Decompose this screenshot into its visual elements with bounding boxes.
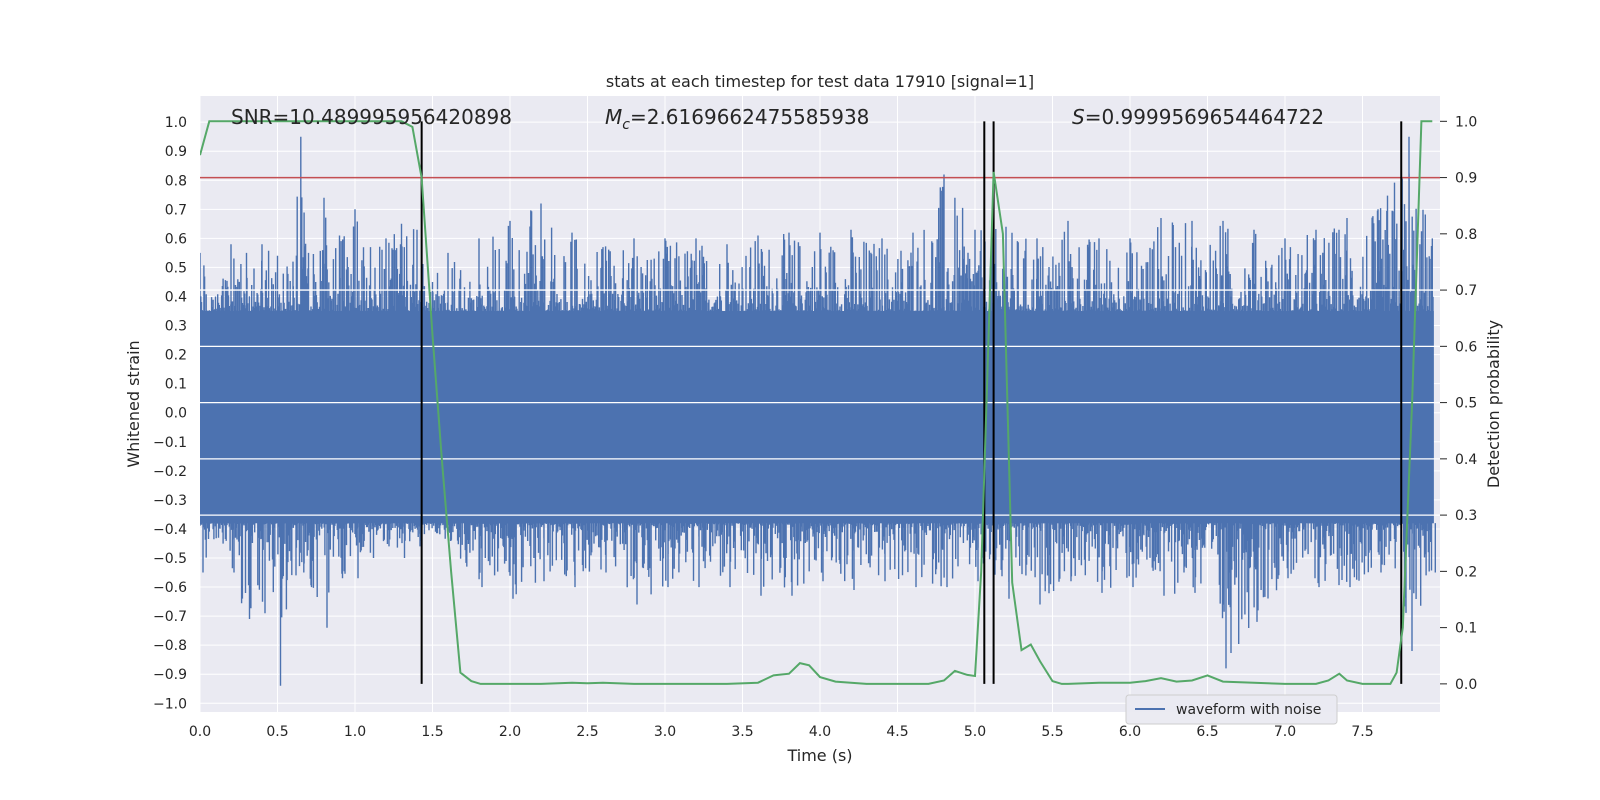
x-tick-label: 1.0 [344,724,366,740]
left-tick-label: 0.2 [165,348,187,364]
y-axis-label-left: Whitened strain [124,340,143,467]
snr-annotation: SNR=10.489995956420898 [231,105,512,129]
left-tick-label: 0.1 [165,377,187,393]
right-tick-label: 0.0 [1455,677,1477,693]
vertical-markers [420,121,1403,684]
chirp-mass-value: =2.6169662475585938 [630,105,869,129]
x-tick-label: 7.5 [1351,724,1373,740]
legend-entry: waveform with noise [1176,702,1321,718]
y-axis-label-right: Detection probability [1484,320,1503,488]
x-tick-label: 7.0 [1274,724,1296,740]
right-tick-label: 0.5 [1455,396,1477,412]
legend-box [1125,694,1338,725]
left-tick-label: 0.4 [165,289,187,305]
right-tick-label: 0.4 [1455,452,1477,468]
left-tick-label: 0.0 [165,406,187,422]
s-value: =0.9999569654464722 [1085,105,1324,129]
x-axis-label: Time (s) [786,746,852,765]
detection-probability-series [200,120,1433,685]
left-tick-label: −0.8 [153,638,187,654]
waveform-spikes [200,136,1436,686]
x-tick-label: 0.5 [266,724,288,740]
left-tick-label: 0.5 [165,260,187,276]
x-tick-label: 4.0 [809,724,831,740]
x-tick-label: 3.0 [654,724,676,740]
x-tick-label: 3.5 [731,724,753,740]
right-tick-label: 0.6 [1455,339,1477,355]
right-tick-label: 1.0 [1455,114,1477,130]
chart-title: stats at each timestep for test data 179… [606,72,1034,91]
left-tick-label: −0.1 [153,435,187,451]
x-tick-label: 0.0 [189,724,211,740]
left-tick-label: 0.7 [165,202,187,218]
left-tick-label: 1.0 [165,115,187,131]
right-tick-label: 0.8 [1455,227,1477,243]
x-tick-label: 6.5 [1196,724,1218,740]
chirp-mass-symbol: M [605,105,622,129]
left-tick-label: 0.8 [165,173,187,189]
x-tick-label: 2.0 [499,724,521,740]
x-tick-label: 5.5 [1041,724,1063,740]
chirp-mass-subscript: c [622,117,630,133]
legend: waveform with noise [1125,694,1338,725]
left-tick-label: 0.6 [165,231,187,247]
s-symbol: S [1072,105,1085,129]
left-tick-label: −0.4 [153,522,187,538]
left-tick-label: −1.0 [153,696,187,712]
left-tick-label: −0.9 [153,667,187,683]
left-tick-label: 0.3 [165,319,187,335]
x-tick-label: 5.0 [964,724,986,740]
left-tick-label: −0.2 [153,464,187,480]
x-tick-label: 6.0 [1119,724,1141,740]
chirp-mass-annotation: Mc=2.6169662475585938 [605,105,869,133]
left-axis-ticks: 1.0 0.9 0.8 0.7 0.6 0.5 0.4 0.3 0.2 0.1 0.0 −0.1 −0.… [153,115,187,712]
right-tick-label: 0.2 [1455,564,1477,580]
x-axis-ticks: 0.0 0.5 1.0 1.5 2.0 2.5 3.0 3.5 4.0 4.5 5.0 5.5 6.0 6… [189,724,1374,740]
x-tick-label: 1.5 [421,724,443,740]
x-tick-label: 2.5 [576,724,598,740]
right-tick-label: 0.3 [1455,508,1477,524]
left-tick-label: 0.9 [165,144,187,160]
right-tick-label: 0.9 [1455,171,1477,187]
right-axis-ticks: 1.0 0.9 0.8 0.7 0.6 0.5 0.4 0.3 0.2 0.1 0.0 [1440,114,1477,693]
right-tick-label: 0.1 [1455,621,1477,637]
white-reference-lines [200,289,1440,516]
x-tick-label: 4.5 [886,724,908,740]
left-tick-label: −0.3 [153,493,187,509]
right-tick-label: 0.7 [1455,283,1477,299]
left-tick-label: −0.6 [153,580,187,596]
left-tick-label: −0.7 [153,609,187,625]
probability-line [200,120,1433,685]
s-annotation: S=0.9999569654464722 [1072,105,1324,129]
left-tick-label: −0.5 [153,551,187,567]
